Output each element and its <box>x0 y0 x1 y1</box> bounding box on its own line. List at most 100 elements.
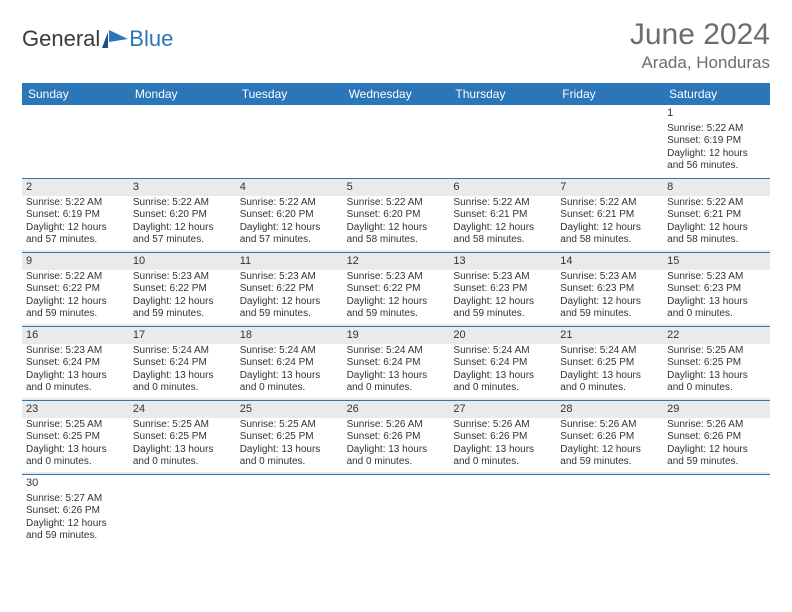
daylight-line: Daylight: 12 hours and 58 minutes. <box>667 222 766 247</box>
calendar-day-cell: 8Sunrise: 5:22 AMSunset: 6:21 PMDaylight… <box>663 179 770 253</box>
calendar-empty-cell <box>663 475 770 549</box>
calendar-day-cell: 6Sunrise: 5:22 AMSunset: 6:21 PMDaylight… <box>449 179 556 253</box>
title-block: June 2024 Arada, Honduras <box>630 18 770 73</box>
calendar-empty-cell <box>22 105 129 179</box>
day-number: 4 <box>240 181 339 195</box>
daylight-line: Daylight: 13 hours and 0 minutes. <box>26 370 125 395</box>
weekday-header: Tuesday <box>236 83 343 105</box>
sunset-line: Sunset: 6:22 PM <box>133 283 232 296</box>
day-details: Sunrise: 5:24 AMSunset: 6:24 PMDaylight:… <box>449 344 556 398</box>
sunrise-line: Sunrise: 5:23 AM <box>560 271 659 284</box>
sunset-line: Sunset: 6:19 PM <box>26 209 125 222</box>
sunrise-line: Sunrise: 5:26 AM <box>560 419 659 432</box>
day-details: Sunrise: 5:23 AMSunset: 6:23 PMDaylight:… <box>449 270 556 324</box>
daylight-line: Daylight: 12 hours and 59 minutes. <box>560 444 659 469</box>
sunrise-line: Sunrise: 5:23 AM <box>240 271 339 284</box>
calendar-day-cell: 24Sunrise: 5:25 AMSunset: 6:25 PMDayligh… <box>129 401 236 475</box>
day-details: Sunrise: 5:25 AMSunset: 6:25 PMDaylight:… <box>129 418 236 472</box>
daylight-line: Daylight: 12 hours and 59 minutes. <box>26 296 125 321</box>
sunrise-line: Sunrise: 5:26 AM <box>453 419 552 432</box>
day-number: 27 <box>453 403 552 417</box>
sunrise-line: Sunrise: 5:24 AM <box>240 345 339 358</box>
day-number: 17 <box>133 329 232 343</box>
day-details: Sunrise: 5:27 AMSunset: 6:26 PMDaylight:… <box>22 492 129 546</box>
calendar-empty-cell <box>449 475 556 549</box>
calendar-day-cell: 12Sunrise: 5:23 AMSunset: 6:22 PMDayligh… <box>343 253 450 327</box>
day-details: Sunrise: 5:22 AMSunset: 6:19 PMDaylight:… <box>663 122 770 176</box>
weekday-header: Saturday <box>663 83 770 105</box>
calendar-day-cell: 4Sunrise: 5:22 AMSunset: 6:20 PMDaylight… <box>236 179 343 253</box>
sunrise-line: Sunrise: 5:25 AM <box>133 419 232 432</box>
day-details: Sunrise: 5:26 AMSunset: 6:26 PMDaylight:… <box>663 418 770 472</box>
day-number: 28 <box>560 403 659 417</box>
calendar-day-cell: 26Sunrise: 5:26 AMSunset: 6:26 PMDayligh… <box>343 401 450 475</box>
daylight-line: Daylight: 13 hours and 0 minutes. <box>667 370 766 395</box>
day-number: 26 <box>347 403 446 417</box>
logo: General Blue <box>22 26 173 52</box>
sunset-line: Sunset: 6:26 PM <box>26 505 125 518</box>
calendar-day-cell: 20Sunrise: 5:24 AMSunset: 6:24 PMDayligh… <box>449 327 556 401</box>
weekday-header: Monday <box>129 83 236 105</box>
calendar-empty-cell <box>129 475 236 549</box>
day-details: Sunrise: 5:22 AMSunset: 6:20 PMDaylight:… <box>343 196 450 250</box>
calendar-empty-cell <box>236 475 343 549</box>
day-details: Sunrise: 5:24 AMSunset: 6:24 PMDaylight:… <box>343 344 450 398</box>
day-number: 7 <box>560 181 659 195</box>
sunset-line: Sunset: 6:20 PM <box>133 209 232 222</box>
month-title: June 2024 <box>630 18 770 51</box>
sunset-line: Sunset: 6:25 PM <box>667 357 766 370</box>
daylight-line: Daylight: 12 hours and 58 minutes. <box>347 222 446 247</box>
day-number: 29 <box>667 403 766 417</box>
day-details: Sunrise: 5:22 AMSunset: 6:20 PMDaylight:… <box>236 196 343 250</box>
calendar-day-cell: 18Sunrise: 5:24 AMSunset: 6:24 PMDayligh… <box>236 327 343 401</box>
sunrise-line: Sunrise: 5:23 AM <box>347 271 446 284</box>
day-details: Sunrise: 5:23 AMSunset: 6:22 PMDaylight:… <box>129 270 236 324</box>
weekday-header: Thursday <box>449 83 556 105</box>
weekday-header: Sunday <box>22 83 129 105</box>
day-details: Sunrise: 5:24 AMSunset: 6:24 PMDaylight:… <box>236 344 343 398</box>
header: General Blue June 2024 Arada, Honduras <box>22 18 770 73</box>
sunset-line: Sunset: 6:24 PM <box>133 357 232 370</box>
sunrise-line: Sunrise: 5:24 AM <box>560 345 659 358</box>
calendar-day-cell: 9Sunrise: 5:22 AMSunset: 6:22 PMDaylight… <box>22 253 129 327</box>
calendar-empty-cell <box>449 105 556 179</box>
daylight-line: Daylight: 13 hours and 0 minutes. <box>453 370 552 395</box>
calendar-empty-cell <box>129 105 236 179</box>
daylight-line: Daylight: 13 hours and 0 minutes. <box>26 444 125 469</box>
daylight-line: Daylight: 13 hours and 0 minutes. <box>560 370 659 395</box>
day-number: 19 <box>347 329 446 343</box>
day-number: 2 <box>26 181 125 195</box>
sunset-line: Sunset: 6:25 PM <box>560 357 659 370</box>
sunset-line: Sunset: 6:21 PM <box>453 209 552 222</box>
calendar-day-cell: 11Sunrise: 5:23 AMSunset: 6:22 PMDayligh… <box>236 253 343 327</box>
day-number: 30 <box>26 477 125 491</box>
logo-text-2: Blue <box>129 26 173 52</box>
calendar-day-cell: 16Sunrise: 5:23 AMSunset: 6:24 PMDayligh… <box>22 327 129 401</box>
calendar-day-cell: 29Sunrise: 5:26 AMSunset: 6:26 PMDayligh… <box>663 401 770 475</box>
calendar-day-cell: 2 Sunrise: 5:22 AMSunset: 6:19 PMDaylight… <box>22 179 129 253</box>
calendar-day-cell: 21Sunrise: 5:24 AMSunset: 6:25 PMDayligh… <box>556 327 663 401</box>
day-number: 25 <box>240 403 339 417</box>
sunrise-line: Sunrise: 5:23 AM <box>26 345 125 358</box>
day-number: 20 <box>453 329 552 343</box>
sunset-line: Sunset: 6:19 PM <box>667 135 766 148</box>
sunset-line: Sunset: 6:26 PM <box>453 431 552 444</box>
sunset-line: Sunset: 6:25 PM <box>26 431 125 444</box>
daylight-line: Daylight: 12 hours and 56 minutes. <box>667 148 766 173</box>
sunset-line: Sunset: 6:26 PM <box>347 431 446 444</box>
daylight-line: Daylight: 13 hours and 0 minutes. <box>347 444 446 469</box>
day-number: 24 <box>133 403 232 417</box>
sunrise-line: Sunrise: 5:22 AM <box>26 197 125 210</box>
calendar-day-cell: 19Sunrise: 5:24 AMSunset: 6:24 PMDayligh… <box>343 327 450 401</box>
daylight-line: Daylight: 12 hours and 57 minutes. <box>240 222 339 247</box>
day-number: 1 <box>667 107 766 121</box>
daylight-line: Daylight: 12 hours and 57 minutes. <box>26 222 125 247</box>
day-number: 6 <box>453 181 552 195</box>
sunrise-line: Sunrise: 5:22 AM <box>133 197 232 210</box>
sunset-line: Sunset: 6:21 PM <box>667 209 766 222</box>
day-details: Sunrise: 5:22 AMSunset: 6:21 PMDaylight:… <box>449 196 556 250</box>
sunset-line: Sunset: 6:23 PM <box>667 283 766 296</box>
day-number: 13 <box>453 255 552 269</box>
sunset-line: Sunset: 6:24 PM <box>26 357 125 370</box>
calendar-empty-cell <box>236 105 343 179</box>
